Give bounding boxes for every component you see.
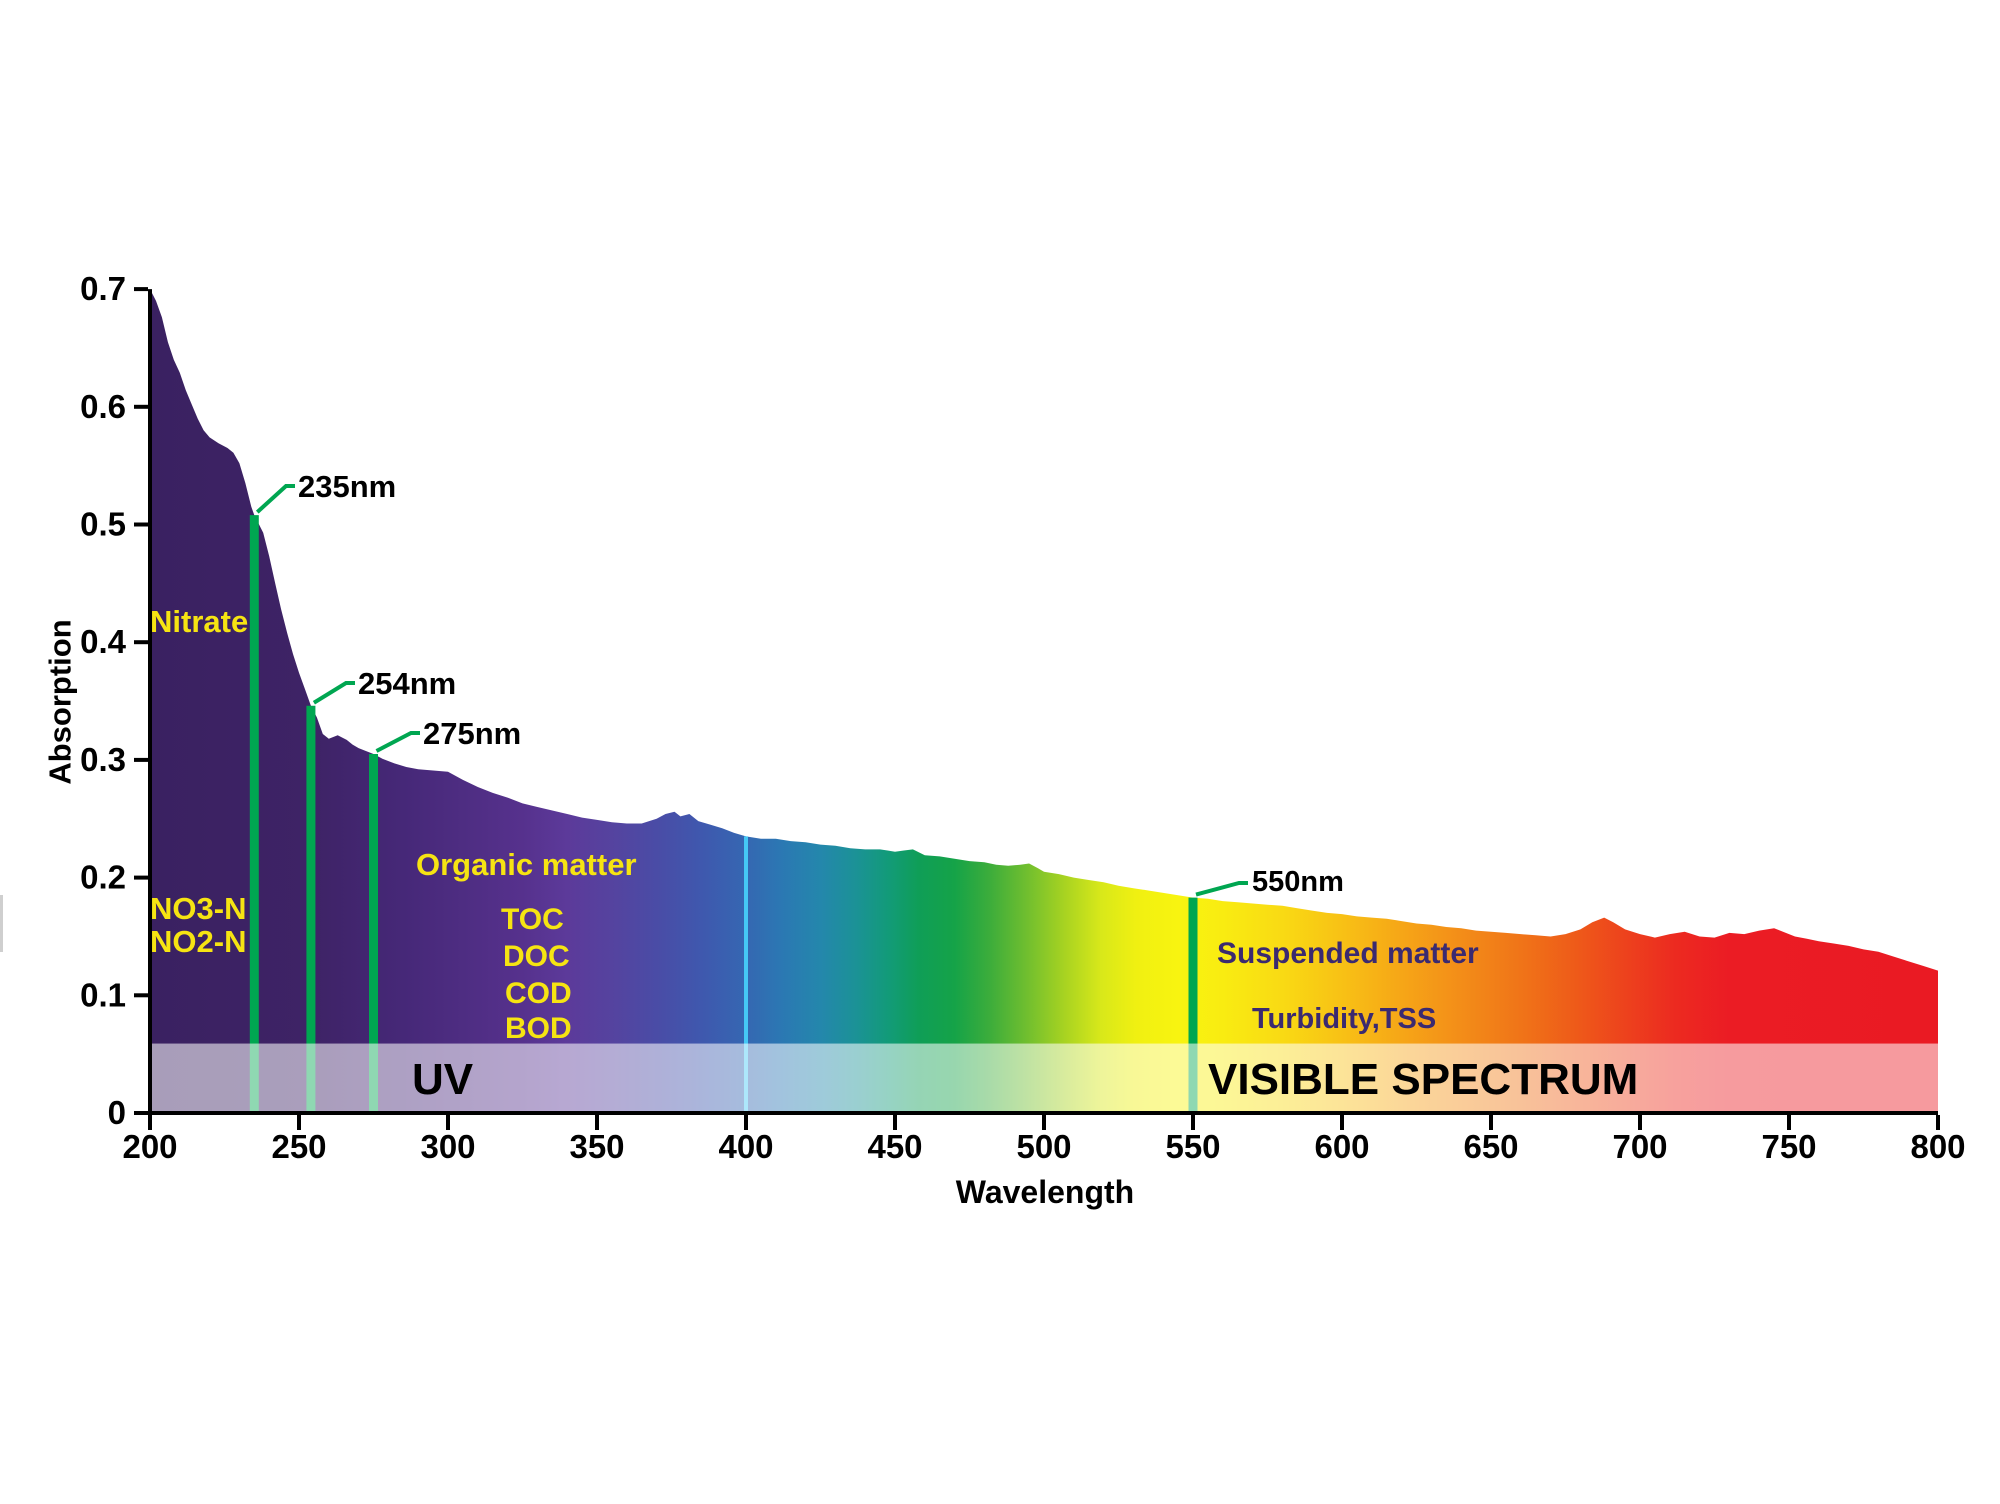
x-tick-label: 350 xyxy=(569,1128,624,1165)
x-tick-label: 400 xyxy=(718,1128,773,1165)
spectrum-band-overlay xyxy=(152,1043,1938,1113)
y-tick-label: 0.2 xyxy=(80,859,126,896)
y-tick-label: 0.7 xyxy=(80,270,126,307)
x-tick-label: 500 xyxy=(1016,1128,1071,1165)
marker-leader-254nm xyxy=(312,681,355,705)
x-tick-label: 300 xyxy=(420,1128,475,1165)
marker-label-254nm: 254nm xyxy=(358,666,457,701)
x-axis-title: Wavelength xyxy=(955,1174,1135,1210)
annotation-no3-n: NO3-N xyxy=(150,891,247,926)
marker-leader-235nm xyxy=(255,484,295,514)
annotation-no2-n: NO2-N xyxy=(150,924,247,959)
y-tick-label: 0.1 xyxy=(80,976,126,1013)
marker-leader-275nm xyxy=(375,731,420,753)
x-tick-label: 700 xyxy=(1612,1128,1667,1165)
band-label-visible-spectrum: VISIBLE SPECTRUM xyxy=(1208,1055,1639,1104)
annotation-bod: BOD xyxy=(505,1012,572,1045)
marker-label-235nm: 235nm xyxy=(298,469,397,504)
annotation-nitrate: Nitrate xyxy=(150,604,249,639)
axis-spines xyxy=(148,289,1938,1115)
marker-label-275nm: 275nm xyxy=(423,716,522,751)
x-tick-label: 650 xyxy=(1463,1128,1518,1165)
x-tick-label: 750 xyxy=(1761,1128,1816,1165)
y-axis-title: Absorption xyxy=(42,619,78,785)
y-tick-label: 0 xyxy=(108,1094,126,1131)
band-label-uv: UV xyxy=(412,1055,474,1104)
marker-label-550nm: 550nm xyxy=(1252,866,1344,898)
annotation-toc: TOC xyxy=(501,903,564,936)
marker-leader-550nm xyxy=(1195,881,1248,897)
y-tick-label: 0.5 xyxy=(80,506,126,543)
annotation-organic-matter: Organic matter xyxy=(416,847,637,882)
annotation-suspended-matter: Suspended matter xyxy=(1217,937,1479,970)
x-tick-label: 600 xyxy=(1314,1128,1369,1165)
y-tick-label: 0.6 xyxy=(80,388,126,425)
annotation-cod: COD xyxy=(505,977,572,1010)
x-tick-label: 450 xyxy=(867,1128,922,1165)
spectrum-area xyxy=(150,289,1938,1114)
y-tick-label: 0.4 xyxy=(80,623,127,660)
annotation-doc: DOC xyxy=(503,940,570,973)
y-tick-label: 0.3 xyxy=(80,741,126,778)
annotation-turbidity-tss: Turbidity,TSS xyxy=(1252,1003,1437,1035)
x-tick-label: 800 xyxy=(1910,1128,1965,1165)
x-tick-label: 550 xyxy=(1165,1128,1220,1165)
x-tick-label: 200 xyxy=(122,1128,177,1165)
screen-edge-artifact xyxy=(0,895,3,952)
x-tick-label: 250 xyxy=(271,1128,326,1165)
